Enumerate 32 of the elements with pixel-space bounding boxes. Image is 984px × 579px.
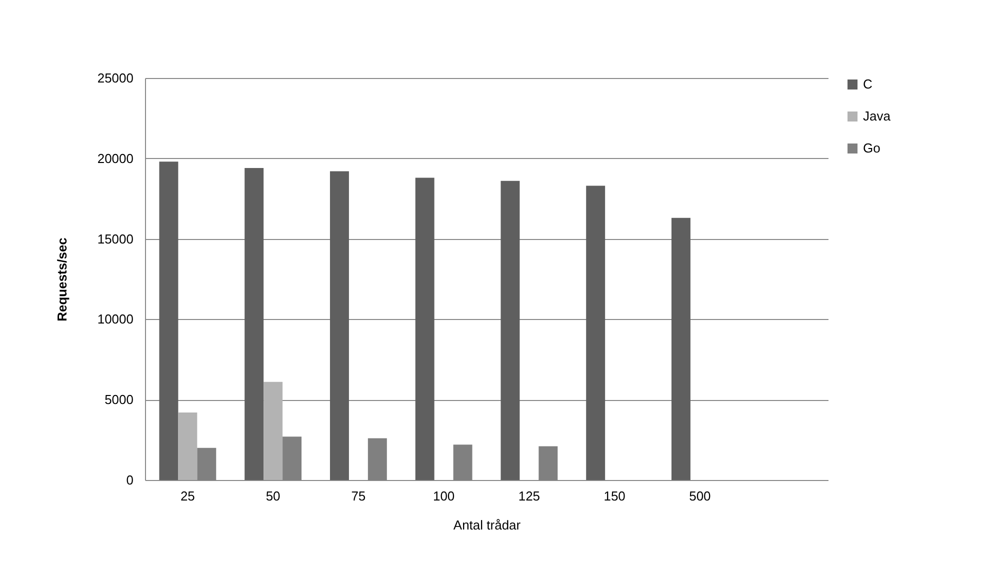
bar xyxy=(538,446,558,480)
bar xyxy=(244,168,264,480)
legend-label: C xyxy=(863,76,872,92)
legend-label: Go xyxy=(863,140,880,156)
bar xyxy=(368,438,387,480)
bar xyxy=(282,436,302,480)
bar xyxy=(500,180,520,480)
x-tick-label: 125 xyxy=(518,488,540,504)
y-tick-label: 10000 xyxy=(97,312,134,327)
y-tick-label: 15000 xyxy=(97,231,134,246)
x-tick-label: 150 xyxy=(604,488,626,504)
bar xyxy=(453,444,472,480)
x-tick-label: 500 xyxy=(689,488,711,504)
bar xyxy=(197,448,216,480)
x-axis-title: Antal trådar xyxy=(453,518,522,532)
x-tick-label: 100 xyxy=(432,488,455,504)
legend-label: Java xyxy=(863,108,892,124)
bar xyxy=(159,162,178,480)
bar xyxy=(586,186,606,480)
y-tick-label: 0 xyxy=(126,472,134,488)
bar xyxy=(330,171,349,480)
y-tick-label: 25000 xyxy=(97,70,134,86)
bar xyxy=(415,178,434,480)
y-tick-label: 20000 xyxy=(97,150,134,166)
bar xyxy=(264,382,283,480)
y-axis-title: Requests/sec xyxy=(54,238,70,322)
bar xyxy=(178,412,198,480)
bar xyxy=(671,218,690,480)
x-tick-label: 25 xyxy=(180,488,195,504)
y-tick-label: 5000 xyxy=(104,392,134,408)
x-tick-label: 75 xyxy=(351,488,366,504)
x-tick-label: 50 xyxy=(266,488,280,504)
